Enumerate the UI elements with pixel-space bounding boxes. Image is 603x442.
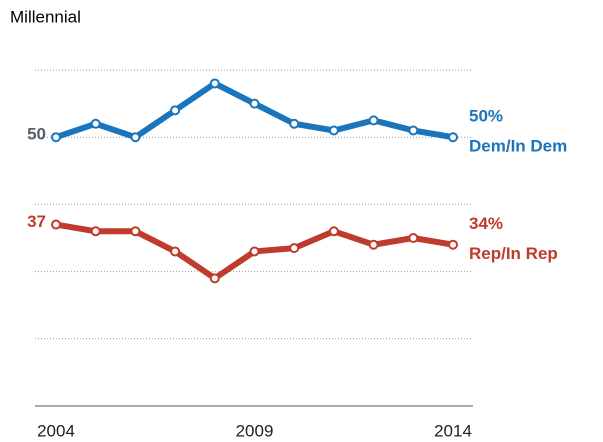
- end-label: 50%: [469, 107, 503, 126]
- point: [51, 219, 61, 230]
- point: [448, 239, 458, 250]
- series-line: [53, 80, 456, 141]
- end-label: 34%: [469, 214, 503, 233]
- point: [249, 246, 260, 257]
- point: [51, 132, 61, 143]
- point: [209, 273, 220, 284]
- point: [170, 246, 181, 257]
- x-tick-label: 2014: [434, 421, 472, 440]
- point: [130, 132, 141, 143]
- point: [289, 118, 300, 129]
- point: [328, 226, 339, 237]
- point: [249, 98, 260, 109]
- legend-label: Dem/In Dem: [469, 137, 567, 156]
- legend-label: Rep/In Rep: [469, 244, 558, 263]
- start-label: 37: [27, 212, 46, 231]
- point: [408, 125, 419, 136]
- point: [130, 226, 141, 237]
- point: [170, 105, 181, 116]
- x-tick-label: 2004: [37, 421, 75, 440]
- point: [90, 118, 101, 129]
- point: [209, 78, 220, 89]
- point: [90, 226, 101, 237]
- point: [448, 132, 458, 143]
- point: [368, 115, 379, 126]
- point: [408, 233, 419, 243]
- point: [328, 125, 339, 136]
- chart-title: Millennial: [10, 7, 81, 26]
- x-tick-label: 2009: [236, 421, 274, 440]
- point: [368, 239, 379, 250]
- start-label: 50: [27, 125, 46, 144]
- point: [289, 243, 300, 254]
